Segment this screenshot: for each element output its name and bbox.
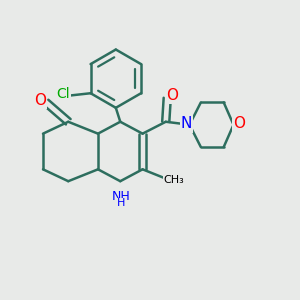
Text: H: H <box>117 199 125 208</box>
Text: CH₃: CH₃ <box>164 175 184 185</box>
Text: O: O <box>34 93 46 108</box>
Text: O: O <box>233 116 245 131</box>
Text: N: N <box>181 116 192 131</box>
Text: Cl: Cl <box>56 87 70 101</box>
Text: NH: NH <box>112 190 130 203</box>
Text: O: O <box>166 88 178 103</box>
